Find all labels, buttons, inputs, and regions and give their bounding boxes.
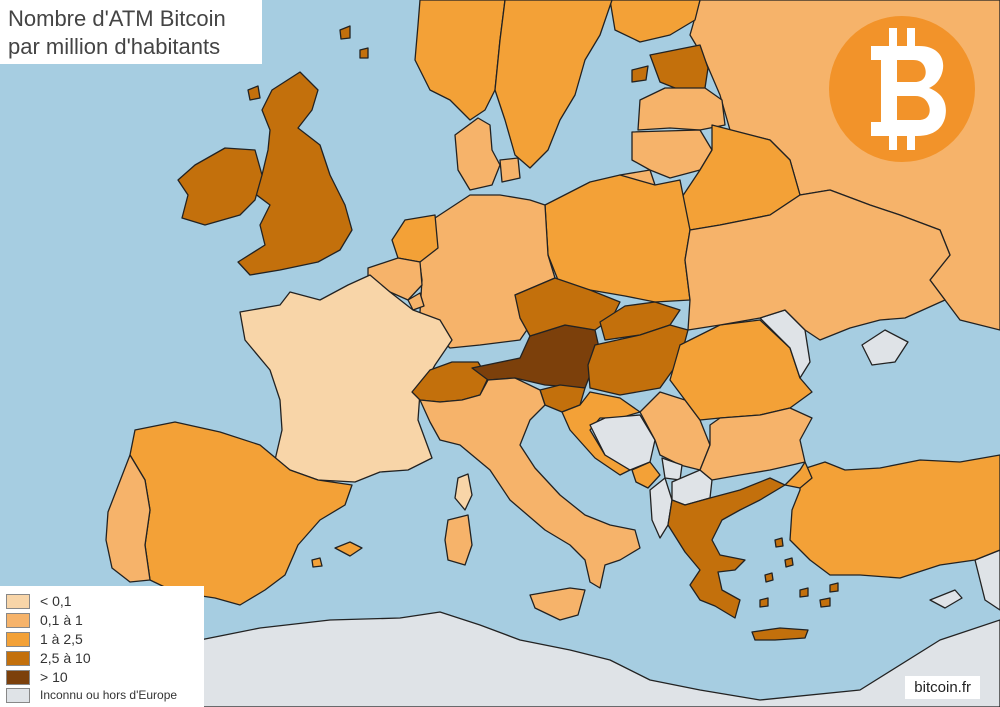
legend-item: 1 à 2,5 bbox=[6, 630, 83, 648]
region-greece bbox=[667, 477, 786, 619]
region-crimea bbox=[861, 329, 909, 366]
legend-label: 0,1 à 1 bbox=[40, 612, 83, 628]
region-france bbox=[239, 274, 453, 483]
legend-swatch bbox=[6, 687, 30, 703]
legend-item: Inconnu ou hors d'Europe bbox=[6, 686, 177, 704]
bitcoin-logo-icon bbox=[829, 16, 975, 162]
legend-item: > 10 bbox=[6, 668, 68, 686]
region-north-africa bbox=[199, 611, 1000, 707]
legend-item: 0,1 à 1 bbox=[6, 611, 83, 629]
legend-label: 1 à 2,5 bbox=[40, 631, 83, 647]
legend-label: 2,5 à 10 bbox=[40, 650, 91, 666]
region-lithuania bbox=[631, 129, 713, 179]
legend-swatch bbox=[6, 650, 30, 666]
region-sweden bbox=[494, 0, 613, 169]
region-turkey-thrace bbox=[784, 461, 813, 489]
region-bosnia bbox=[589, 414, 656, 471]
legend-item: < 0,1 bbox=[6, 592, 72, 610]
region-uk-islands bbox=[247, 25, 369, 101]
region-latvia bbox=[637, 87, 726, 131]
region-balearic bbox=[311, 541, 363, 568]
region-sardinia bbox=[444, 514, 473, 566]
region-sicily bbox=[529, 587, 586, 621]
region-montenegro bbox=[631, 461, 661, 489]
credit-label: bitcoin.fr bbox=[905, 676, 980, 699]
region-estonia-island bbox=[631, 65, 649, 83]
region-greek-islands bbox=[759, 537, 839, 608]
region-finland bbox=[609, 0, 701, 43]
region-slovakia bbox=[599, 301, 681, 341]
region-hungary bbox=[587, 324, 689, 396]
legend-swatch bbox=[6, 631, 30, 647]
region-crete bbox=[751, 627, 809, 641]
region-italy bbox=[419, 377, 641, 589]
legend-swatch bbox=[6, 669, 30, 685]
region-corsica bbox=[454, 473, 473, 511]
region-portugal bbox=[105, 454, 151, 583]
region-luxembourg bbox=[407, 292, 425, 311]
region-ireland bbox=[177, 147, 263, 226]
title-box: Nombre d'ATM Bitcoin par million d'habit… bbox=[0, 0, 262, 64]
legend-swatch bbox=[6, 612, 30, 628]
map-title-line1: Nombre d'ATM Bitcoin bbox=[8, 6, 226, 31]
legend-label: > 10 bbox=[40, 669, 68, 685]
region-ukraine bbox=[684, 189, 951, 341]
legend-label: Inconnu ou hors d'Europe bbox=[40, 688, 178, 702]
legend-item: 2,5 à 10 bbox=[6, 649, 91, 667]
legend-label: < 0,1 bbox=[40, 593, 72, 609]
map-title-line2: par million d'habitants bbox=[8, 34, 221, 59]
region-turkey bbox=[789, 454, 1000, 579]
region-cyprus bbox=[929, 589, 963, 609]
region-denmark-zealand bbox=[499, 157, 521, 183]
legend-swatch bbox=[6, 593, 30, 609]
legend: < 0,1 0,1 à 1 1 à 2,5 2,5 à 10 > 10 Inco… bbox=[0, 586, 204, 707]
region-uk bbox=[237, 71, 353, 276]
